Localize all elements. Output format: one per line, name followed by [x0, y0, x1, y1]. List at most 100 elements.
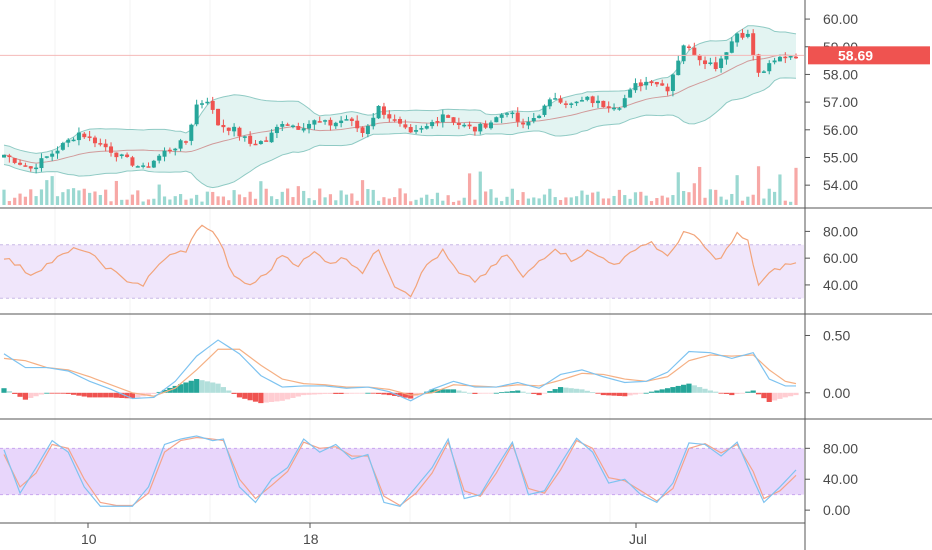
candle-body — [783, 56, 788, 59]
volume-bar — [698, 166, 702, 205]
volume-bar — [569, 197, 573, 205]
time-scale[interactable]: 10 18 Jul — [81, 523, 647, 547]
macd-histogram-bar — [49, 392, 55, 394]
candle-body — [360, 127, 365, 133]
volume-bar — [168, 199, 172, 205]
volume-bar — [660, 195, 664, 205]
macd-histogram-bar — [723, 392, 730, 394]
candle-body — [141, 165, 146, 167]
macd-histogram-bar — [483, 392, 489, 394]
candle-body — [788, 56, 793, 58]
candle-body — [18, 162, 23, 165]
candle-body — [686, 46, 691, 48]
volume-bar — [740, 200, 745, 205]
candle-body — [392, 119, 397, 121]
candle-body — [510, 112, 515, 115]
price-tick-label: 54.00 — [823, 177, 858, 193]
macd-histogram-bar — [766, 392, 772, 402]
stochastic-tick-label: 40.00 — [823, 471, 858, 487]
volume-bar — [387, 198, 391, 205]
macd-histogram-bar — [268, 392, 275, 402]
macd-histogram-bar — [33, 392, 39, 397]
volume-bar — [665, 197, 670, 205]
volume-bar — [39, 189, 44, 205]
volume-bar — [34, 196, 38, 205]
volume-bar — [451, 201, 456, 205]
macd-histogram-bar — [739, 392, 746, 394]
rsi-panel — [0, 224, 804, 299]
macd-histogram-bar — [755, 392, 762, 395]
volume-bar — [687, 192, 691, 205]
volume-bar — [393, 197, 397, 205]
price-tick-label: 57.00 — [823, 94, 858, 110]
candle-body — [76, 132, 81, 141]
candle-body — [248, 135, 253, 144]
candle-body — [424, 126, 429, 129]
volume-bar — [152, 198, 156, 205]
candle-body — [55, 150, 60, 154]
macd-histogram-bar — [194, 379, 200, 393]
candle-body — [34, 167, 39, 170]
volume-bar — [286, 188, 290, 205]
macd-histogram-bar — [659, 389, 665, 393]
volume-bar — [510, 188, 514, 205]
macd-panel — [1, 339, 799, 404]
candle-body — [515, 112, 520, 122]
volume-bar — [767, 188, 771, 205]
macd-histogram-bar — [161, 389, 168, 393]
macd-histogram-bar — [370, 392, 376, 394]
volume-bar — [617, 189, 622, 205]
macd-histogram-bar — [515, 390, 521, 393]
macd-histogram-bar — [611, 392, 617, 396]
candle-body — [381, 106, 386, 115]
volume-bar — [414, 199, 418, 205]
macd-histogram-bar — [301, 392, 307, 396]
macd-histogram-bar — [675, 385, 681, 393]
macd-histogram-bar — [28, 392, 34, 398]
volume-bar — [719, 196, 723, 205]
macd-histogram-bar — [654, 390, 660, 393]
macd-histogram-bar — [156, 391, 162, 393]
volume-bar — [409, 201, 413, 205]
macd-histogram-bar — [461, 391, 467, 393]
macd-histogram-bar — [488, 392, 494, 394]
volume-bar — [23, 196, 28, 205]
volume-bar — [184, 199, 188, 205]
price-scale[interactable]: 60.0059.0058.0057.0056.0055.0054.0080.00… — [805, 11, 930, 518]
candle-body — [371, 117, 376, 127]
candle-body — [50, 153, 55, 157]
macd-histogram-bar — [333, 392, 339, 394]
macd-histogram-bar — [108, 392, 114, 398]
macd-histogram-bar — [397, 392, 403, 397]
macd-histogram-bar — [343, 392, 350, 394]
macd-histogram-bar — [557, 387, 564, 393]
macd-histogram-bar — [247, 392, 253, 401]
volume-bar — [141, 201, 145, 205]
volume-bar — [162, 196, 167, 205]
candle-body — [210, 100, 215, 110]
candle-body — [751, 33, 756, 56]
volume-bar — [366, 189, 370, 205]
volume-bar — [596, 191, 600, 205]
candle-body — [462, 124, 467, 127]
macd-histogram-bar — [172, 385, 178, 393]
volume-bar — [467, 173, 472, 205]
macd-histogram-bar — [477, 392, 483, 394]
candle-body — [526, 121, 531, 126]
volume-bar — [558, 199, 563, 205]
candle-body — [414, 130, 419, 132]
volume-bar — [50, 176, 54, 205]
macd-histogram-bar — [359, 392, 366, 394]
candle-body — [660, 83, 665, 86]
candle-body — [200, 103, 204, 105]
volume-bar — [312, 200, 316, 205]
candle-body — [697, 55, 702, 61]
volume-bar — [376, 200, 381, 205]
macd-histogram-bar — [616, 392, 623, 396]
macd-histogram-bar — [670, 387, 676, 393]
macd-histogram-bar — [590, 392, 596, 394]
bollinger-upper-line — [3, 25, 797, 154]
macd-histogram-bar — [236, 392, 243, 398]
candle-body — [569, 103, 574, 105]
